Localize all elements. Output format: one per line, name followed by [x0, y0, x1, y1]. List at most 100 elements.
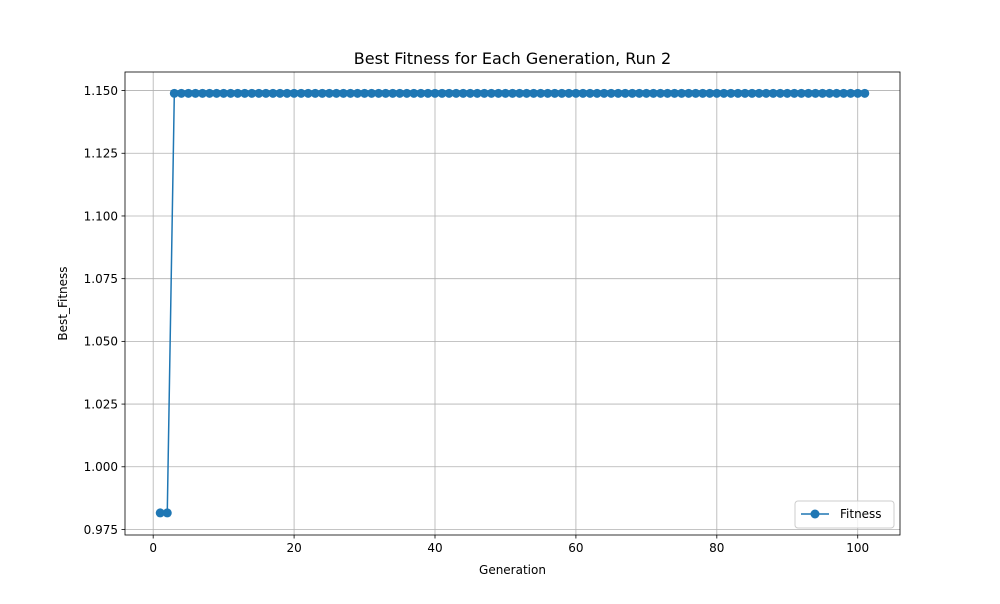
- data-point: [486, 88, 496, 98]
- x-tick-label: 100: [846, 541, 869, 555]
- data-point: [388, 88, 398, 98]
- data-point: [395, 88, 405, 98]
- data-point: [352, 88, 362, 98]
- data-point: [613, 88, 623, 98]
- data-point: [832, 88, 842, 98]
- data-point: [789, 88, 799, 98]
- y-axis-label: Best_Fitness: [56, 266, 70, 340]
- data-point: [571, 88, 581, 98]
- data-point: [247, 88, 257, 98]
- x-tick-label: 60: [568, 541, 583, 555]
- data-point: [169, 88, 179, 98]
- plot-frame: [124, 71, 901, 536]
- data-point: [599, 88, 609, 98]
- data-point: [219, 88, 229, 98]
- data-point: [817, 88, 827, 98]
- data-point: [782, 88, 792, 98]
- data-point: [472, 88, 482, 98]
- chart-title: Best Fitness for Each Generation, Run 2: [354, 49, 671, 68]
- data-point: [212, 88, 222, 98]
- data-point: [810, 88, 820, 98]
- x-tick-label: 40: [427, 541, 442, 555]
- data-point: [479, 88, 489, 98]
- data-point: [317, 88, 327, 98]
- data-point: [719, 88, 729, 98]
- y-tick-label: 1.100: [84, 209, 118, 223]
- data-point: [507, 88, 517, 98]
- data-point: [747, 88, 757, 98]
- data-point: [296, 88, 306, 98]
- data-point: [677, 88, 687, 98]
- data-point: [444, 88, 454, 98]
- data-point: [578, 88, 588, 98]
- data-point: [338, 88, 348, 98]
- data-point: [691, 88, 701, 98]
- data-point: [839, 88, 849, 98]
- data-point: [825, 88, 835, 98]
- axis-ticks: 0 20 40 60 80 100 0.975 1.000 1.025 1.050 1.075 1.1…: [84, 84, 870, 555]
- data-point: [345, 88, 355, 98]
- data-point: [557, 88, 567, 98]
- y-tick-label: 1.050: [84, 335, 118, 349]
- data-point: [360, 88, 370, 98]
- data-point: [451, 88, 461, 98]
- data-point: [670, 88, 680, 98]
- data-point: [205, 88, 215, 98]
- data-point: [324, 88, 334, 98]
- data-point: [155, 508, 165, 518]
- data-point: [761, 88, 771, 98]
- data-point: [550, 88, 560, 98]
- data-point: [705, 88, 715, 98]
- data-point: [310, 88, 320, 98]
- x-tick-label: 20: [286, 541, 301, 555]
- data-point: [740, 88, 750, 98]
- data-point: [536, 88, 546, 98]
- y-tick-label: 0.975: [84, 523, 118, 537]
- data-point: [648, 88, 658, 98]
- y-tick-label: 1.025: [84, 397, 118, 411]
- data-point: [268, 88, 278, 98]
- y-tick-label: 1.075: [84, 272, 118, 286]
- data-point: [698, 88, 708, 98]
- y-tick-label: 1.125: [84, 147, 118, 161]
- data-point: [423, 88, 433, 98]
- legend-label: Fitness: [840, 507, 882, 521]
- y-tick-label: 1.150: [84, 84, 118, 98]
- data-point: [543, 88, 553, 98]
- data-point: [846, 88, 856, 98]
- data-point: [409, 88, 419, 98]
- data-point: [641, 88, 651, 98]
- data-point: [803, 88, 813, 98]
- data-point: [853, 88, 863, 98]
- y-tick-label: 1.000: [84, 460, 118, 474]
- data-point: [564, 88, 574, 98]
- data-point: [662, 88, 672, 98]
- data-point: [437, 88, 447, 98]
- data-point: [402, 88, 412, 98]
- legend: Fitness: [794, 500, 895, 529]
- data-point: [515, 88, 525, 98]
- data-point: [860, 88, 870, 98]
- data-point: [226, 88, 236, 98]
- x-tick-label: 0: [149, 541, 157, 555]
- data-point: [331, 88, 341, 98]
- x-tick-label: 80: [709, 541, 724, 555]
- data-point: [289, 88, 299, 98]
- legend-marker-swatch: [810, 509, 820, 519]
- series-layer: [155, 88, 870, 518]
- data-point: [634, 88, 644, 98]
- data-point: [254, 88, 264, 98]
- data-point: [726, 88, 736, 98]
- data-point: [275, 88, 285, 98]
- x-axis-label: Generation: [479, 563, 546, 577]
- data-point: [176, 88, 186, 98]
- data-point: [233, 88, 243, 98]
- data-point: [733, 88, 743, 98]
- data-point: [655, 88, 665, 98]
- data-point: [458, 88, 468, 98]
- data-point: [303, 88, 313, 98]
- data-point: [261, 88, 271, 98]
- data-point: [197, 88, 207, 98]
